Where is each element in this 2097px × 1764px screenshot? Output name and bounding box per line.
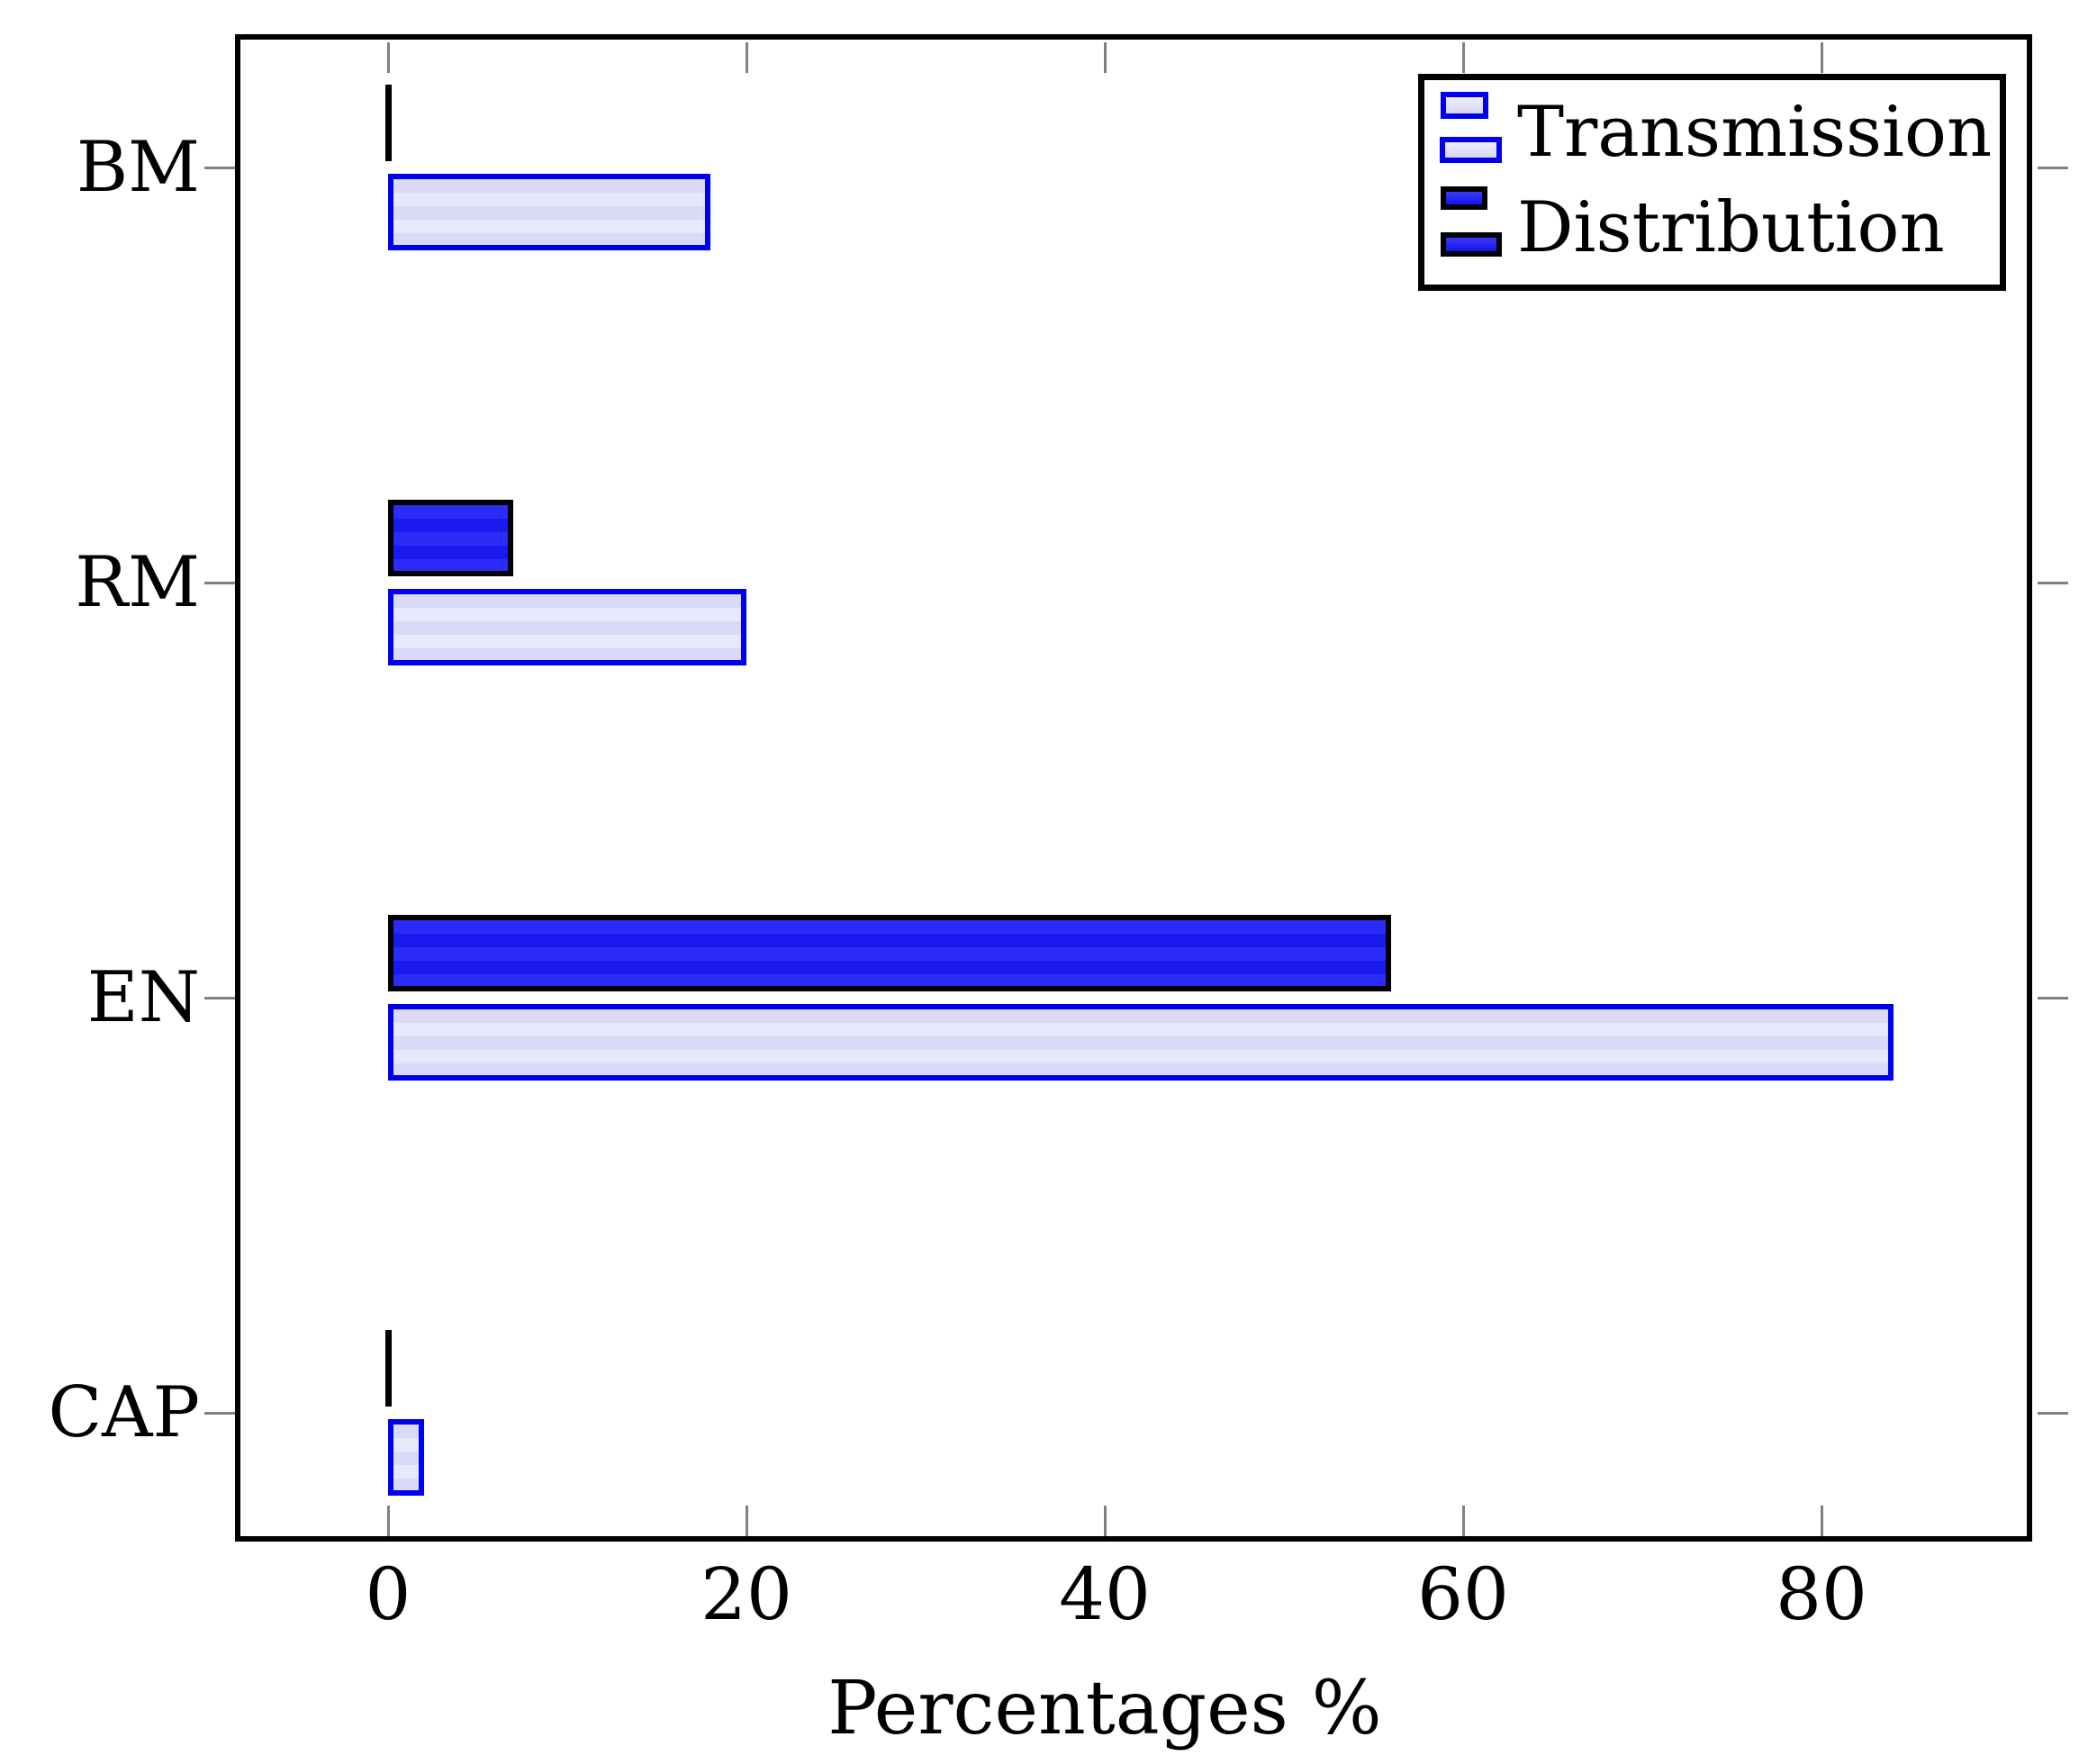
- y-tick-left: [204, 1411, 235, 1415]
- x-tick-top: [1820, 42, 1823, 73]
- y-tick-left: [204, 996, 235, 1000]
- legend-swatch-distribution-bar2: [1441, 232, 1502, 257]
- x-tick-label: 0: [365, 1552, 411, 1636]
- x-tick-bottom: [745, 1506, 748, 1536]
- bar-transmission-en: [388, 1004, 1894, 1081]
- x-tick-label: 40: [1059, 1552, 1151, 1636]
- legend-swatch-transmission-bar1: [1441, 92, 1488, 119]
- category-label-bm: BM: [76, 127, 200, 208]
- legend-label-transmission: Transmission: [1517, 92, 1993, 173]
- category-label-en: EN: [86, 957, 200, 1038]
- y-tick-right: [2038, 1411, 2068, 1415]
- bar-distribution-cap-zero: [385, 1330, 392, 1407]
- y-tick-right: [2038, 581, 2068, 584]
- y-tick-right: [2038, 996, 2068, 1000]
- bar-distribution-bm-zero: [385, 85, 392, 161]
- x-tick-label: 60: [1417, 1552, 1509, 1636]
- x-tick-bottom: [386, 1506, 390, 1536]
- legend: Transmission Distribution: [1418, 74, 2006, 291]
- x-tick-label: 20: [701, 1552, 792, 1636]
- x-tick-bottom: [1461, 1506, 1465, 1536]
- bar-distribution-en: [388, 915, 1392, 991]
- x-tick-top: [1461, 42, 1465, 73]
- legend-swatch-transmission-bar2: [1440, 137, 1502, 163]
- category-label-rm: RM: [75, 542, 200, 623]
- category-label-cap: CAP: [48, 1372, 201, 1453]
- x-tick-bottom: [1820, 1506, 1823, 1536]
- y-tick-left: [204, 166, 235, 169]
- x-axis-label: Percentages %: [827, 1666, 1382, 1751]
- legend-label-distribution: Distribution: [1517, 187, 1945, 268]
- y-tick-left: [204, 581, 235, 584]
- y-tick-right: [2038, 166, 2068, 169]
- x-tick-top: [745, 42, 748, 73]
- bar-transmission-rm: [388, 589, 746, 665]
- x-tick-top: [1103, 42, 1107, 73]
- x-tick-label: 80: [1776, 1552, 1867, 1636]
- bar-distribution-rm: [388, 500, 514, 576]
- x-tick-top: [386, 42, 390, 73]
- x-tick-bottom: [1103, 1506, 1107, 1536]
- legend-swatch-distribution-bar1: [1441, 186, 1487, 210]
- bar-transmission-cap: [388, 1419, 424, 1496]
- bar-transmission-bm: [388, 174, 711, 250]
